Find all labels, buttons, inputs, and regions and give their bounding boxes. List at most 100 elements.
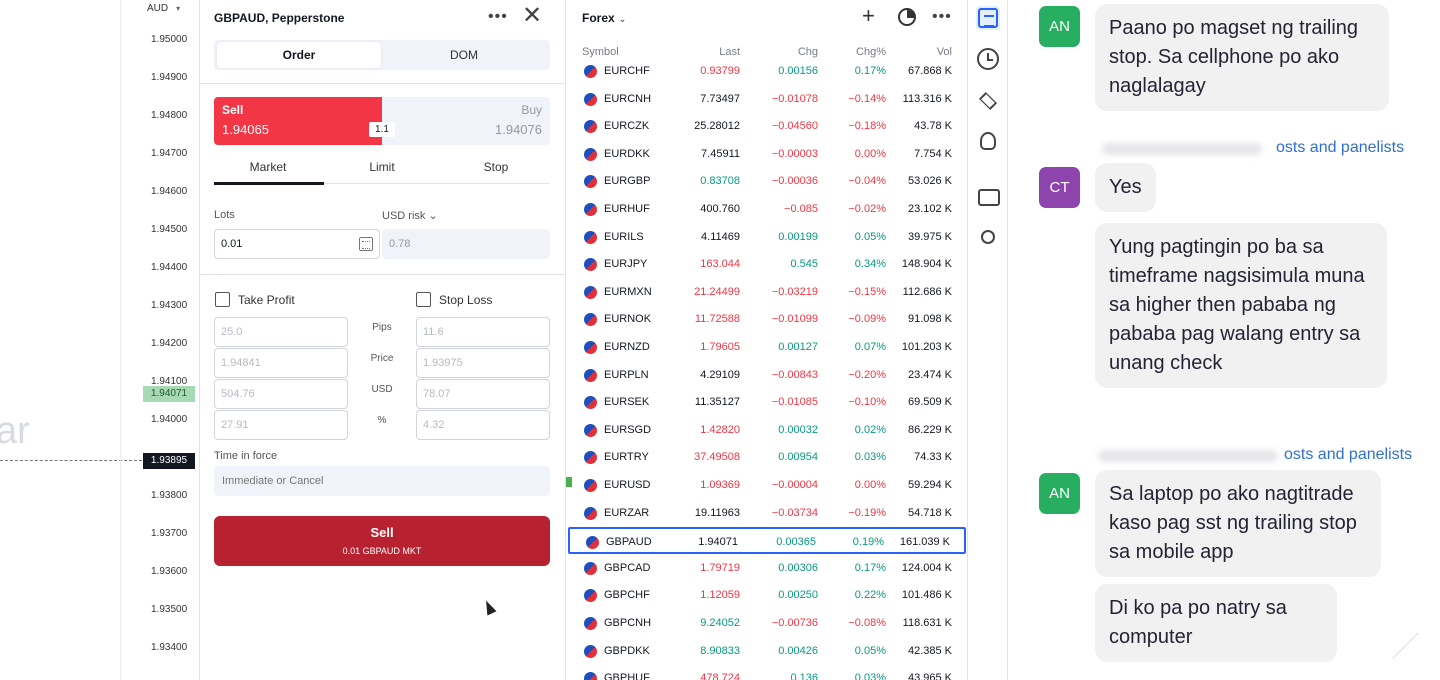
tp-pips-input[interactable]: 25.0 [214,317,348,347]
time-in-force-select[interactable]: Immediate or Cancel [214,466,550,496]
more-icon[interactable]: ••• [932,8,952,25]
watchlist-row[interactable]: GBPAUD 1.94071 0.00365 0.19% 161.039 K [568,527,966,555]
price-label: Price [370,353,394,364]
chg-cell: 0.00306 [778,561,818,574]
watchlist-row[interactable]: GBPCHF 1.12059 0.00250 0.22% 101.486 K [568,582,966,609]
broadcast-icon[interactable] [981,230,995,244]
vol-cell: 112.686 K [902,285,952,298]
stop-loss-checkbox[interactable] [416,292,431,307]
chgp-cell: 0.00% [854,147,886,160]
alarm-icon[interactable] [977,48,999,70]
take-profit-checkbox[interactable] [215,292,230,307]
idea-icon[interactable] [980,132,996,150]
watchlist-row[interactable]: EURCHF 0.93799 0.00156 0.17% 67.868 K [568,58,966,85]
col-chgp[interactable]: Chg% [856,46,886,58]
pie-chart-icon[interactable] [898,8,916,26]
lots-input[interactable]: 0.01 [214,229,380,259]
flag-icon [584,506,597,520]
vol-cell: 42.385 K [907,644,952,657]
chat-icon[interactable] [977,186,1000,208]
sl-percent-input[interactable]: 4.32 [416,410,550,440]
col-vol[interactable]: Vol [936,46,952,58]
sl-price-input[interactable]: 1.93975 [416,348,550,378]
chgp-cell: −0.10% [848,396,886,409]
watchlist-row[interactable]: GBPCNH 9.24052 −0.00736 −0.08% 118.631 K [568,610,966,637]
add-symbol-icon[interactable]: + [862,3,875,28]
watchlist-row[interactable]: EURUSD 1.09369 −0.00004 0.00% 59.294 K [568,472,966,499]
chart-area[interactable]: ar AUD ▾ 1.95000 1.94900 1.94800 1.94700 1.94… [0,0,200,680]
watchlist-row[interactable]: EURPLN 4.29109 −0.00843 −0.20% 23.474 K [568,362,966,389]
symbol-cell: EURSGD [604,423,652,436]
price-axis[interactable]: AUD ▾ 1.95000 1.94900 1.94800 1.94700 1.94600… [120,0,200,680]
watchlist-row[interactable]: GBPDKK 8.90833 0.00426 0.05% 42.385 K [568,638,966,665]
risk-input[interactable]: 0.78 [382,229,550,259]
close-icon[interactable]: ✕ [522,2,543,29]
chat-notice: osts and panelists [1284,446,1413,463]
chg-cell: 0.00426 [778,644,818,657]
axis-currency-label: AUD [147,3,169,14]
place-sell-order-button[interactable]: Sell 0.01 GBPAUD MKT [214,516,550,566]
flag-icon [584,313,597,327]
chg-cell: 0.136 [790,672,818,680]
tp-usd-input[interactable]: 504.76 [214,379,348,409]
layers-icon[interactable] [977,90,999,112]
chgp-cell: 0.17% [854,65,886,77]
watchlist-row[interactable]: EURNOK 11.72588 −0.01099 −0.09% 91.098 K [568,306,966,333]
symbol-cell: GBPDKK [604,644,650,657]
watchlist-row[interactable]: EURSGD 1.42820 0.00032 0.02% 86.229 K [568,417,966,444]
resize-handle[interactable] [1392,632,1440,680]
risk-unit-select[interactable]: USD risk ⌄ [382,209,438,222]
buy-price: 1.94076 [495,122,542,137]
watchlist-row[interactable]: EURCZK 25.28012 −0.04560 −0.18% 43.78 K [568,113,966,140]
last-cell: 1.42820 [700,423,740,436]
sell-button-label: Sell [370,525,394,540]
col-symbol[interactable]: Symbol [582,46,619,58]
col-last[interactable]: Last [719,46,740,58]
vol-cell: 23.102 K [907,203,952,215]
watchlist-select[interactable]: Forex ⌄ [582,11,626,25]
symbol-cell: GBPHUF [604,672,650,680]
chat-message: Di ko pa po natry sa computer [1095,584,1337,662]
chevron-down-icon: ▾ [176,4,181,13]
flag-icon [584,451,597,465]
watchlist-row[interactable]: EURZAR 19.11963 −0.03734 −0.19% 54.718 K [568,500,966,527]
watchlist-row[interactable]: EURNZD 1.79605 0.00127 0.07% 101.203 K [568,334,966,361]
more-icon[interactable]: ••• [488,8,508,25]
chgp-cell: −0.09% [848,313,886,326]
last-price-badge: 1.93895 [143,453,195,469]
tp-price-input[interactable]: 1.94841 [214,348,348,378]
watchlist-row[interactable]: GBPHUF 478.724 0.136 0.03% 43.965 K [568,665,966,680]
watchlist-row[interactable]: EURTRY 37.49508 0.00954 0.03% 74.33 K [568,444,966,471]
col-chg[interactable]: Chg [797,46,818,58]
watchlist-row[interactable]: EURMXN 21.24499 −0.03219 −0.15% 112.686 K [568,279,966,306]
watchlist-row[interactable]: EURILS 4.11469 0.00199 0.05% 39.975 K [568,224,966,251]
watchlist-button[interactable] [976,6,1000,30]
sell-side-button[interactable]: Sell 1.94065 [214,97,382,145]
watchlist-row[interactable]: EURCNH 7.73497 −0.01078 −0.14% 113.316 K [568,86,966,113]
tab-dom[interactable]: DOM [450,48,478,62]
chg-cell: −0.085 [784,203,818,215]
last-cell: 400.760 [700,203,740,215]
sl-usd-input[interactable]: 78.07 [416,379,550,409]
last-cell: 478.724 [700,672,740,680]
tab-market[interactable]: Market [249,160,287,174]
axis-tick-label: 1.93700 [151,528,188,539]
tp-percent-input[interactable]: 27.91 [214,410,348,440]
axis-tick-label: 1.93500 [151,604,188,615]
sl-pips-input[interactable]: 11.6 [416,317,550,347]
axis-tick-label: 1.94500 [151,224,188,235]
divider [214,183,550,184]
tab-stop[interactable]: Stop [483,160,509,174]
watchlist-row[interactable]: EURHUF 400.760 −0.085 −0.02% 23.102 K [568,196,966,223]
axis-currency-select[interactable]: AUD ▾ [147,3,180,14]
buy-side-button[interactable]: Buy 1.94076 [382,97,550,145]
watchlist-row[interactable]: EURSEK 11.35127 −0.01085 −0.10% 69.509 K [568,389,966,416]
calculator-icon[interactable] [359,237,373,251]
tab-order[interactable]: Order [217,42,381,68]
symbol-cell: EURCZK [604,120,650,133]
tab-limit[interactable]: Limit [369,160,395,174]
watchlist-row[interactable]: EURDKK 7.45911 −0.00003 0.00% 7.754 K [568,141,966,168]
watchlist-row[interactable]: EURGBP 0.83708 −0.00036 −0.04% 53.026 K [568,168,966,195]
watchlist-row[interactable]: EURJPY 163.044 0.545 0.34% 148.904 K [568,251,966,278]
watchlist-row[interactable]: GBPCAD 1.79719 0.00306 0.17% 124.004 K [568,555,966,582]
